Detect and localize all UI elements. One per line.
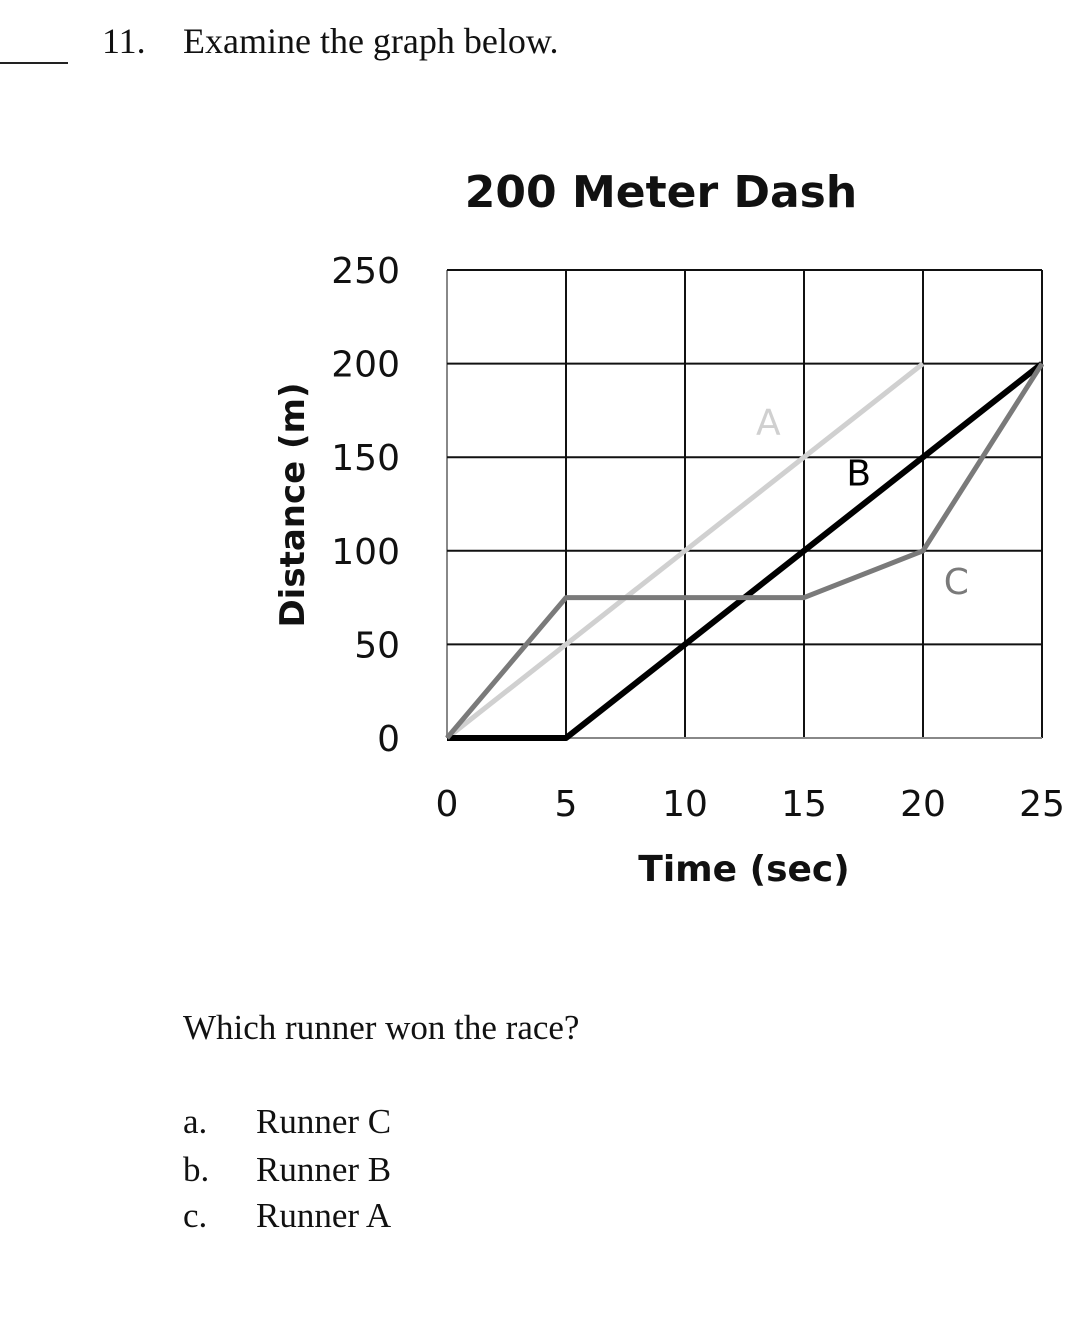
x-tick-label: 25 [1019,784,1065,825]
x-tick-label: 5 [555,784,578,825]
x-tick-label: 15 [781,784,827,825]
option-c-text[interactable]: Runner A [256,1196,392,1235]
option-c-letter: c. [183,1196,208,1235]
y-axis-label: Distance (m) [273,382,313,627]
option-a-letter: a. [183,1102,208,1141]
y-tick-label: 200 [331,345,400,386]
option-b-text[interactable]: Runner B [256,1150,392,1189]
option-b-letter: b. [183,1150,210,1189]
y-tick-label: 100 [331,532,400,573]
y-tick-label: 150 [331,438,400,479]
chart-title: 200 Meter Dash [465,167,857,218]
y-tick-label: 50 [354,625,400,666]
x-tick-label: 20 [900,784,946,825]
x-tick-label: 10 [662,784,708,825]
y-tick-label: 0 [377,719,400,760]
question-instruction: Examine the graph below. [183,21,559,61]
answer-blank[interactable] [0,62,68,64]
series-line-a [445,361,925,740]
series-line-c [445,362,1045,740]
x-tick-label: 0 [436,784,459,825]
series-line-b [447,361,1044,741]
question-prompt: Which runner won the race? [183,1008,580,1047]
series-label-b: B [846,453,871,494]
y-tick-label: 250 [331,251,400,292]
question-number: 11. [102,21,146,61]
series-label-c: C [944,562,969,603]
option-a-text[interactable]: Runner C [256,1102,392,1141]
x-axis-label: Time (sec) [638,849,849,890]
series-label-a: A [756,403,781,444]
